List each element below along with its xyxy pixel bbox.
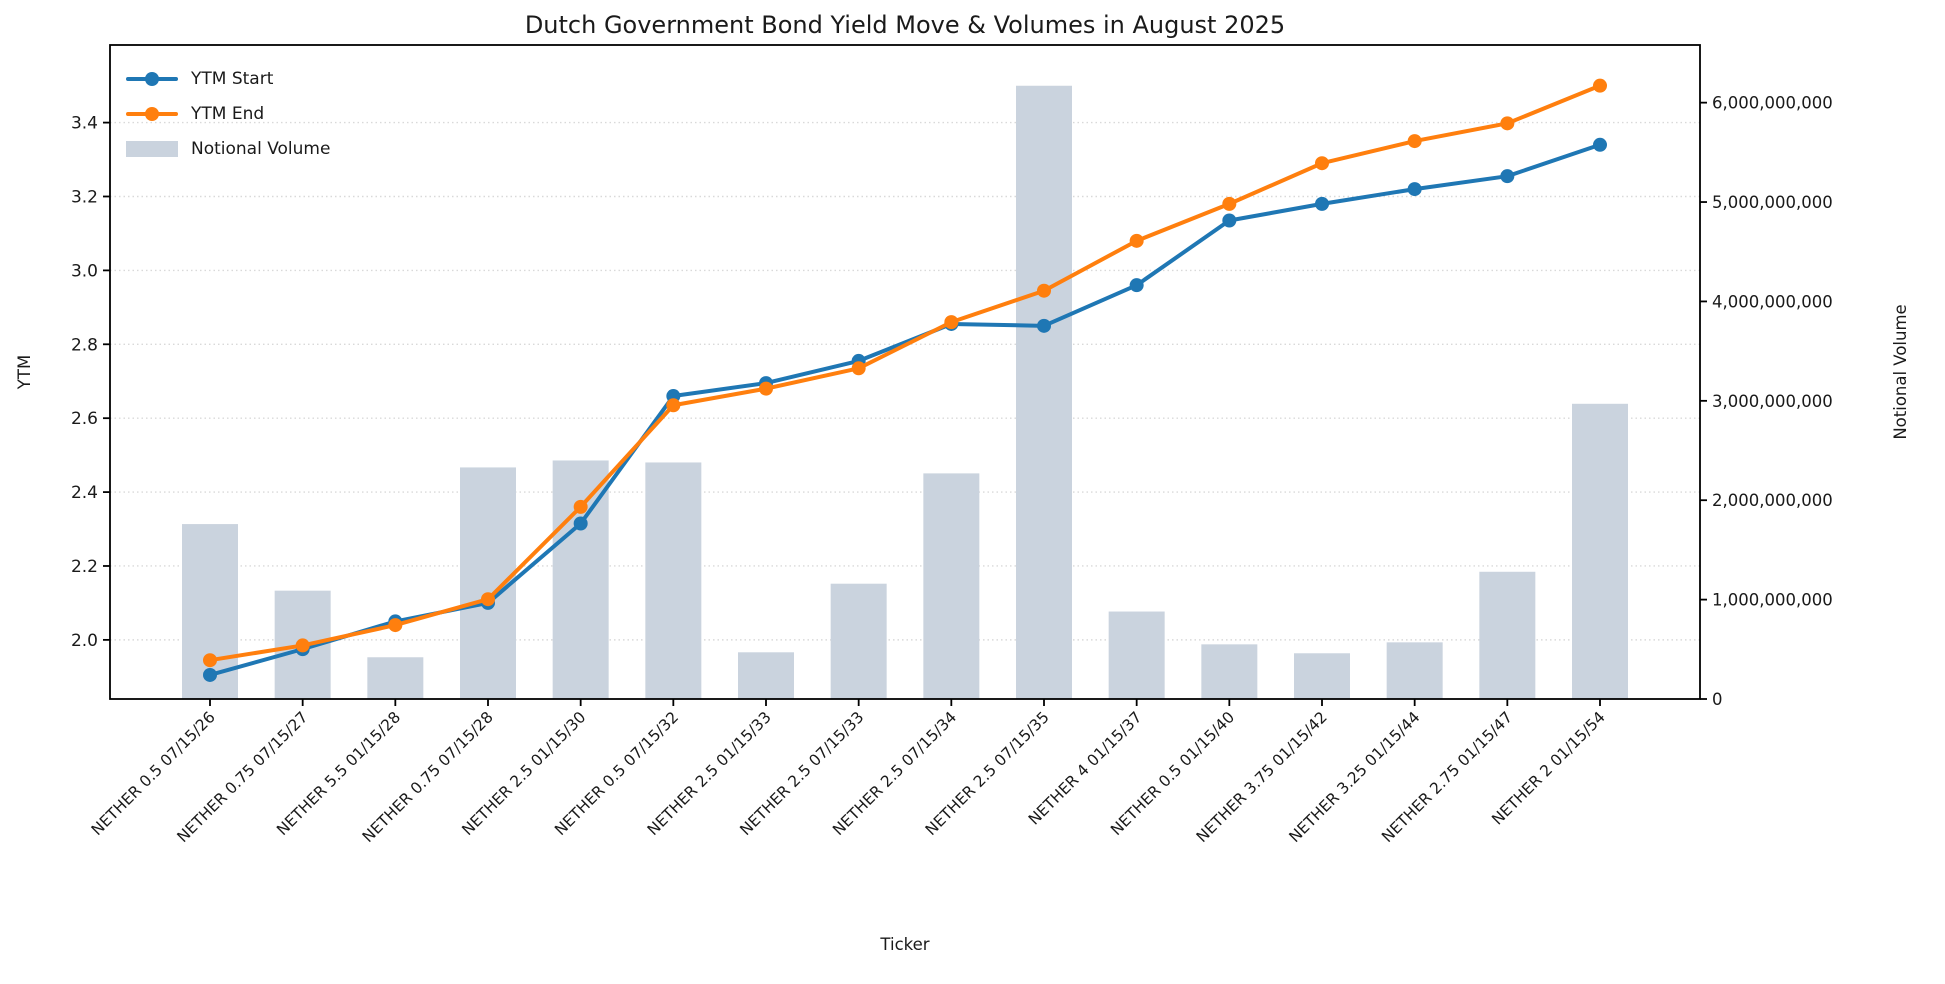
- right-y-axis-label: Notional Volume: [1891, 304, 1910, 439]
- y-left-tick-label: 2.2: [71, 557, 98, 577]
- ytm-start-marker: [1129, 278, 1144, 293]
- volume-bar: [367, 657, 424, 699]
- x-axis-label: Ticker: [879, 935, 929, 954]
- ytm-end-marker: [1037, 283, 1051, 298]
- ytm-start-line: [208, 142, 1602, 677]
- legend-label-notional-volume: Notional Volume: [191, 138, 331, 159]
- volume-bar: [738, 652, 794, 699]
- ytm-end-marker: [1222, 196, 1237, 211]
- y-left-tick-label: 3.2: [71, 187, 98, 207]
- ytm-end-line-marker-icon: [126, 105, 178, 123]
- ytm-end-marker: [1407, 134, 1422, 149]
- ytm-end-marker: [481, 592, 495, 607]
- legend-item-ytm-end: YTM End: [126, 101, 330, 127]
- volume-bar: [830, 583, 887, 699]
- y-left-tick-label: 2.8: [71, 335, 98, 355]
- volume-bar: [1108, 611, 1165, 699]
- ytm-start-marker: [1222, 213, 1237, 228]
- ytm-end-marker: [295, 638, 310, 653]
- ytm-end-marker: [851, 361, 866, 376]
- legend-label-ytm-end: YTM End: [191, 103, 265, 124]
- y-left-tick-label: 2.6: [71, 409, 98, 429]
- y-right-tick-label: 6,000,000,000: [1712, 94, 1833, 113]
- ytm-start-marker: [203, 667, 217, 682]
- y-right-tick-label: 3,000,000,000: [1712, 392, 1833, 411]
- volume-bar: [1386, 642, 1443, 699]
- legend: YTM Start YTM End Notional Volume: [126, 66, 330, 162]
- volume-bar: [1016, 85, 1072, 700]
- legend-item-ytm-start: YTM Start: [126, 66, 330, 92]
- ytm-end-line: [208, 83, 1602, 663]
- y-right-tick-label: 4,000,000,000: [1712, 292, 1833, 311]
- ytm-start-marker: [1407, 182, 1422, 197]
- ytm-start-marker: [1593, 137, 1607, 152]
- ytm-end-marker: [1129, 233, 1144, 248]
- volume-bar: [1572, 403, 1628, 699]
- ytm-start-marker: [1037, 318, 1051, 333]
- axes: 2.0 2.2 2.4 2.6 2.8 3.0 3.2 3.4 0 1,000,000,000 2,…: [71, 44, 1833, 709]
- left-y-axis-label: YTM: [15, 355, 34, 390]
- volume-bar: [1201, 644, 1258, 699]
- ytm-start-line-marker-icon: [126, 70, 178, 88]
- volume-bar: [1479, 571, 1536, 699]
- legend-label-ytm-start: YTM Start: [191, 68, 274, 89]
- ytm-end-marker: [944, 315, 959, 330]
- volume-bars: [182, 85, 1628, 700]
- ytm-start-marker: [1500, 169, 1515, 184]
- plot-frame: [109, 44, 1701, 700]
- legend-item-notional-volume: Notional Volume: [126, 136, 330, 162]
- volume-bar: [645, 462, 702, 699]
- y-left-tick-label: 2.0: [71, 631, 98, 651]
- ytm-end-marker: [203, 653, 217, 668]
- y-right-tick-label: 1,000,000,000: [1712, 591, 1833, 610]
- ytm-end-marker: [1593, 78, 1607, 93]
- volume-bar: [923, 473, 980, 699]
- y-left-tick-label: 3.4: [71, 114, 98, 134]
- chart-title: Dutch Government Bond Yield Move & Volum…: [525, 11, 1285, 39]
- y-left-tick-label: 3.0: [71, 261, 98, 281]
- y-right-tick-label: 0: [1712, 690, 1723, 709]
- volume-bar: [460, 467, 516, 699]
- ytm-end-marker: [1315, 156, 1329, 171]
- ytm-end-marker: [1500, 116, 1515, 131]
- ytm-end-marker: [573, 499, 588, 514]
- ytm-start-marker: [573, 516, 588, 531]
- volume-bar-swatch-icon: [126, 140, 178, 158]
- volume-bar: [1294, 653, 1350, 699]
- y-right-tick-label: 5,000,000,000: [1712, 193, 1833, 212]
- gridlines: [110, 121, 1700, 641]
- y-left-tick-label: 2.4: [71, 483, 98, 503]
- y-right-tick-label: 2,000,000,000: [1712, 491, 1833, 510]
- ytm-end-marker: [759, 381, 773, 396]
- ytm-start-marker: [1315, 196, 1329, 211]
- ytm-end-marker: [666, 398, 681, 413]
- ytm-end-marker: [388, 618, 403, 633]
- line-series: [203, 78, 1607, 682]
